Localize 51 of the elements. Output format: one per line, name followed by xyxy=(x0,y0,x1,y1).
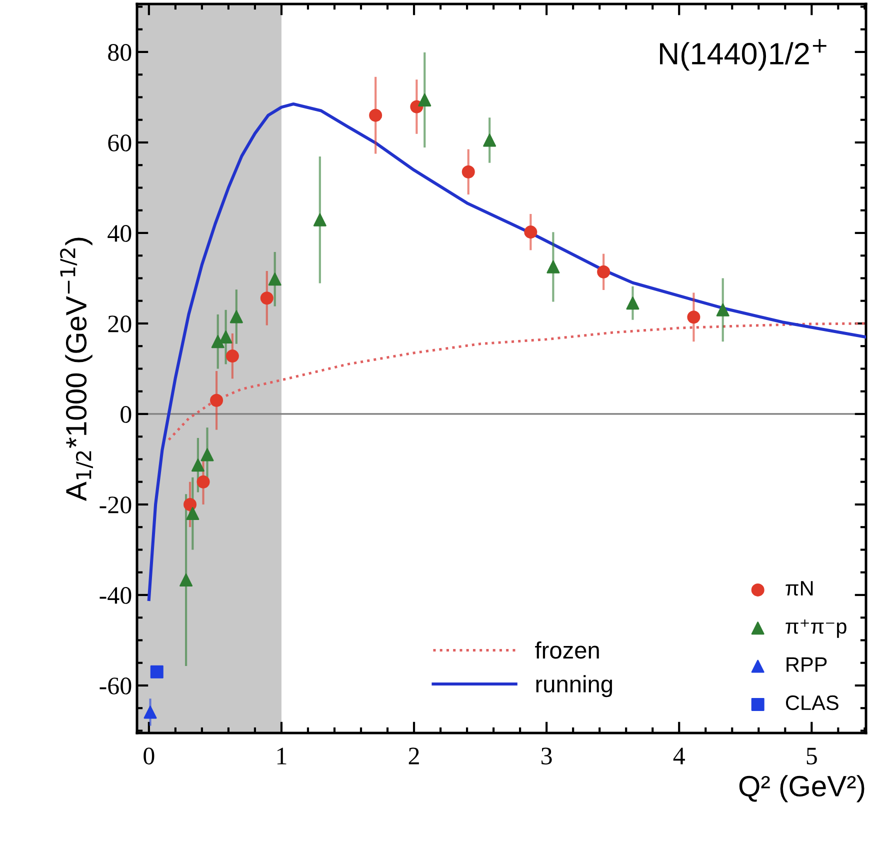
point xyxy=(313,213,326,226)
legend-label: πN xyxy=(786,581,813,596)
legend-label: CLAS xyxy=(786,695,838,710)
point xyxy=(144,706,157,719)
y-tick-label: -60 xyxy=(100,678,132,694)
point xyxy=(687,310,700,324)
point xyxy=(524,226,538,239)
y-tick-label: -20 xyxy=(100,496,132,514)
x-tick-label: 4 xyxy=(673,748,685,764)
point xyxy=(180,574,193,587)
point xyxy=(230,310,243,324)
x-tick-label: 2 xyxy=(408,748,419,764)
point xyxy=(462,165,475,178)
legend-label: running xyxy=(536,675,612,698)
line-series xyxy=(168,322,866,442)
y-tick-label: 60 xyxy=(108,134,132,152)
annotation: N(1440)1/2$^{+}$ xyxy=(660,39,826,71)
point xyxy=(260,292,274,305)
x-tick-label: 1 xyxy=(277,748,286,764)
y-tick-label: -40 xyxy=(100,587,132,604)
y-tick-label: 40 xyxy=(108,225,132,242)
y-tick-label: 80 xyxy=(108,44,132,61)
point xyxy=(200,448,214,462)
x-tick-label: 3 xyxy=(542,748,552,764)
y-tick-label: 0 xyxy=(120,406,132,423)
line-series xyxy=(147,102,866,602)
point xyxy=(268,272,282,286)
point xyxy=(196,475,210,488)
point xyxy=(186,507,200,520)
point xyxy=(191,458,204,472)
legend-label: RPP xyxy=(786,657,827,672)
point xyxy=(184,498,197,511)
point xyxy=(626,296,640,310)
point xyxy=(226,350,239,363)
point xyxy=(546,260,560,274)
legend-label: frozen xyxy=(535,641,599,659)
point xyxy=(716,303,730,316)
point xyxy=(150,665,164,678)
y-tick-label: 20 xyxy=(108,316,132,332)
point xyxy=(210,394,224,407)
point xyxy=(597,265,610,278)
y-axis-title: A$_{1/2}$*1000 (GeV$^{−1/2}$) xyxy=(60,238,94,502)
point xyxy=(483,134,496,147)
point xyxy=(211,335,224,348)
x-tick-label: 0 xyxy=(144,748,154,764)
x-axis-title: Q² (GeV²) xyxy=(739,775,864,802)
point xyxy=(418,93,432,106)
x-tick-label: 5 xyxy=(806,748,817,764)
point xyxy=(369,108,382,122)
legend-label: π⁺π⁻p xyxy=(786,619,846,638)
point xyxy=(219,330,232,344)
